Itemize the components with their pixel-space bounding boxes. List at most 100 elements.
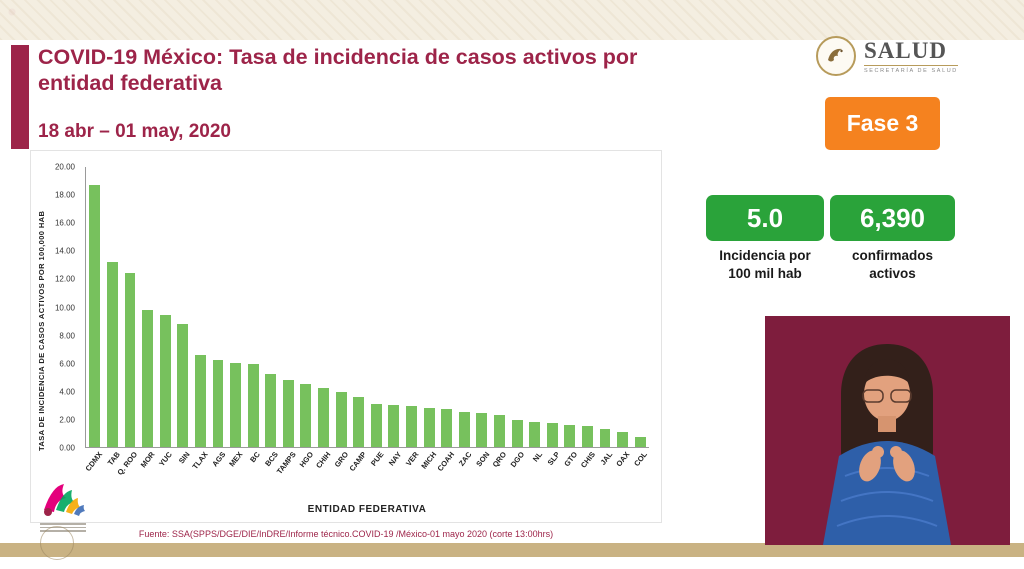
y-tick-label: 8.00 [59,331,75,341]
bar [634,437,646,447]
salud-logo-text: SALUD SECRETARÍA DE SALUD [864,39,958,74]
x-tick-label: COAH [435,450,456,473]
bar-column: NAY [385,167,403,467]
x-tick-label: CAMP [347,450,368,473]
x-tick-label: SLP [545,450,562,468]
bar [353,396,365,447]
x-tick-label: MOR [138,450,157,470]
sign-language-interpreter-video [765,316,1010,545]
x-tick-label: PUE [368,450,386,468]
bar [370,403,382,447]
bar-column: TAB [104,167,121,467]
bar-column: MOR [139,167,157,469]
bar-column: OAX [614,167,632,468]
x-tick-label: CHIH [314,450,333,470]
bar [318,388,329,447]
phase-badge: Fase 3 [825,97,940,150]
bar-column: CDMX [83,167,104,473]
x-tick-label: SON [473,450,491,469]
bar [300,384,312,447]
y-tick-label: 4.00 [59,387,75,397]
x-tick-label: GTO [561,450,579,469]
bar [230,363,241,447]
x-tick-label: CDMX [83,450,104,473]
bar [388,405,400,447]
interpreter-figure [823,344,951,545]
bar-column: YUC [156,167,174,468]
bar [89,185,101,447]
y-tick-label: 0.00 [59,443,75,453]
bar [212,360,224,447]
bar-column: MICH [419,167,438,471]
bar-column: Q. ROO [115,167,139,477]
bar-column: MEX [227,167,245,468]
bar-column: NL [526,167,544,463]
bar-column: COL [631,167,649,468]
bar-chart: TASA DE INCIDENCIA DE CASOS ACTIVOS POR … [30,150,662,523]
page-title-line2: entidad federativa [38,71,222,96]
bar-column: GTO [561,167,579,468]
bar-column: DGO [508,167,526,469]
bar-column: GRO [332,167,350,469]
bar [247,364,259,447]
bar [441,409,453,447]
bar [511,420,523,447]
bar [546,423,558,447]
title-accent-stripe [11,45,29,149]
decorative-pattern-band [0,0,1024,40]
confirmed-caption-line1: confirmados [851,248,933,263]
bar [423,407,435,447]
y-ticks: 0.00 2.00 4.00 6.00 8.00 10.00 12.00 14.00 16.00… [31,163,81,453]
x-tick-label: CHIS [578,450,597,470]
y-tick-label: 6.00 [59,359,75,369]
bar-column: SLP [543,167,561,467]
x-axis-title: ENTIDAD FEDERATIVA [307,504,427,515]
bar [617,431,629,447]
bar-column: CAMP [347,167,368,473]
date-range: 18 abr – 01 may, 2020 [38,121,231,142]
y-tick-label: 16.00 [54,218,75,228]
x-tick-label: ZAC [456,450,474,468]
bar [282,379,294,447]
y-tick-label: 14.00 [54,246,75,256]
confirmed-stat-value: 6,390 [830,195,955,241]
bar [265,374,277,447]
x-tick-label: BC [248,450,263,465]
incidence-caption-line1: Incidencia por [719,248,811,263]
bar-column: ZAC [455,167,473,468]
source-note: Fuente: SSA(SPPS/DGE/DIE/InDRE/Informe t… [138,529,554,539]
plot-area: CDMX TAB Q. ROO MOR YUC SIN TLAX AGS MEX BC BCS TAM… [83,167,649,477]
bar [476,413,488,447]
x-tick-label: MEX [227,450,245,469]
x-tick-label: AGS [209,450,228,469]
bar [494,414,505,447]
bar [159,315,171,447]
bar [529,421,541,447]
confirmed-stat-caption: confirmados activos [826,247,959,282]
page-title: COVID-19 México: Tasa de incidencia de c… [38,44,728,96]
bar-column: COAH [435,167,456,473]
incidence-stat-caption: Incidencia por 100 mil hab [700,247,830,282]
confirmed-caption-line2: activos [869,265,916,281]
bar [458,412,470,447]
salud-wordmark: SALUD [864,37,947,63]
y-tick-label: 2.00 [59,415,75,425]
bar [581,426,593,447]
bar [106,262,118,447]
bar [124,273,136,447]
secretaria-label: SECRETARÍA DE SALUD [864,67,958,74]
commemorative-seal-icon [44,484,85,516]
bar-column: BC [244,167,262,464]
x-tick-label: SIN [177,450,192,466]
bar [142,309,154,447]
commemorative-seal [34,476,90,527]
y-tick-label: 20.00 [54,162,75,172]
x-tick-label: DGO [508,450,527,470]
y-tick-label: 18.00 [54,190,75,200]
eagle-glyph [828,48,843,62]
bar-column: PUE [368,167,385,468]
salud-logo: SALUD SECRETARÍA DE SALUD [816,36,958,76]
bar [194,354,206,447]
incidence-caption-line2: 100 mil hab [728,265,802,281]
bar-column: HGO [297,167,315,469]
